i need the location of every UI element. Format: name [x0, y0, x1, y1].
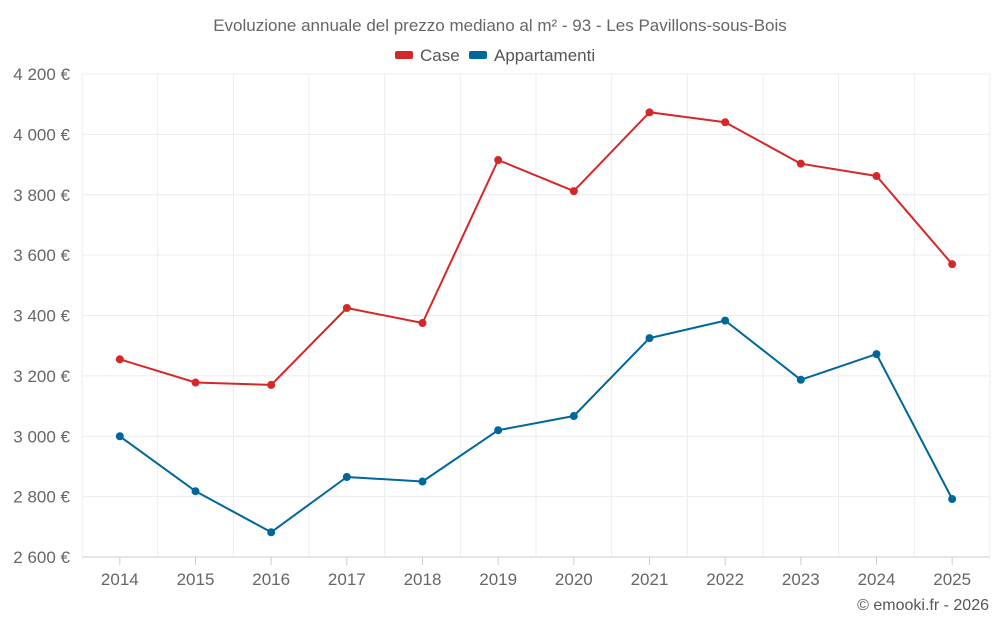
- x-tick-label: 2021: [631, 570, 669, 589]
- x-tick-label: 2017: [328, 570, 366, 589]
- x-tick-label: 2025: [933, 570, 971, 589]
- data-point-case[interactable]: [494, 156, 503, 165]
- legend-swatch-appartamenti: [469, 51, 487, 59]
- series-line-appartamenti[interactable]: [119, 319, 954, 534]
- chart-title: Evoluzione annuale del prezzo mediano al…: [213, 16, 787, 35]
- grid: [81, 73, 991, 557]
- data-point-case[interactable]: [721, 118, 730, 127]
- y-tick-label: 4 200 €: [13, 65, 70, 84]
- y-tick-label: 4 000 €: [13, 125, 70, 144]
- data-point-appartamenti[interactable]: [418, 477, 427, 486]
- data-point-appartamenti[interactable]: [872, 350, 881, 359]
- y-tick-label: 3 400 €: [13, 307, 70, 326]
- x-tick-label: 2024: [858, 570, 896, 589]
- data-point-appartamenti[interactable]: [267, 528, 276, 537]
- data-point-appartamenti[interactable]: [342, 473, 351, 482]
- data-point-appartamenti[interactable]: [645, 334, 654, 343]
- data-point-appartamenti[interactable]: [796, 375, 805, 384]
- data-point-case[interactable]: [191, 378, 200, 387]
- data-point-case[interactable]: [796, 159, 805, 168]
- y-tick-label: 2 800 €: [13, 488, 70, 507]
- data-point-case[interactable]: [267, 380, 276, 389]
- data-point-appartamenti[interactable]: [115, 432, 124, 441]
- x-tick-label: 2014: [101, 570, 139, 589]
- x-tick-label: 2022: [706, 570, 744, 589]
- y-tick-label: 3 800 €: [13, 186, 70, 205]
- data-point-case[interactable]: [342, 303, 351, 312]
- x-tick-label: 2015: [177, 570, 215, 589]
- y-tick-label: 3 600 €: [13, 246, 70, 265]
- data-point-case[interactable]: [948, 260, 957, 269]
- legend-swatch-case: [395, 51, 413, 59]
- data-point-case[interactable]: [418, 319, 427, 328]
- x-axis: 2014 2015 2016 2017 2018 2019 2020 2021 2022 2023…: [82, 556, 990, 589]
- x-tick-label: 2016: [252, 570, 290, 589]
- data-point-appartamenti[interactable]: [494, 426, 503, 435]
- data-point-case[interactable]: [569, 187, 578, 196]
- legend-label-appartamenti[interactable]: Appartamenti: [494, 46, 595, 65]
- y-tick-label: 2 600 €: [13, 548, 70, 567]
- x-tick-label: 2020: [555, 570, 593, 589]
- x-tick-label: 2018: [404, 570, 442, 589]
- legend-label-case[interactable]: Case: [420, 46, 460, 65]
- data-point-appartamenti[interactable]: [948, 495, 957, 504]
- data-point-case[interactable]: [645, 108, 654, 117]
- y-tick-label: 3 200 €: [13, 367, 70, 386]
- x-tick-label: 2023: [782, 570, 820, 589]
- credit: © emooki.fr - 2026: [857, 597, 989, 614]
- y-axis: 2 600 € 2 800 € 3 000 € 3 200 € 3 400 € 3 600…: [13, 65, 70, 567]
- y-tick-label: 3 000 €: [13, 427, 70, 446]
- data-point-case[interactable]: [872, 172, 881, 181]
- data-point-case[interactable]: [115, 355, 124, 364]
- series[interactable]: [115, 108, 957, 537]
- data-point-appartamenti[interactable]: [721, 316, 730, 325]
- data-point-appartamenti[interactable]: [569, 412, 578, 421]
- legend[interactable]: Case Appartamenti: [395, 46, 595, 65]
- data-point-appartamenti[interactable]: [191, 487, 200, 496]
- series-line-case[interactable]: [119, 111, 953, 386]
- x-tick-label: 2019: [479, 570, 517, 589]
